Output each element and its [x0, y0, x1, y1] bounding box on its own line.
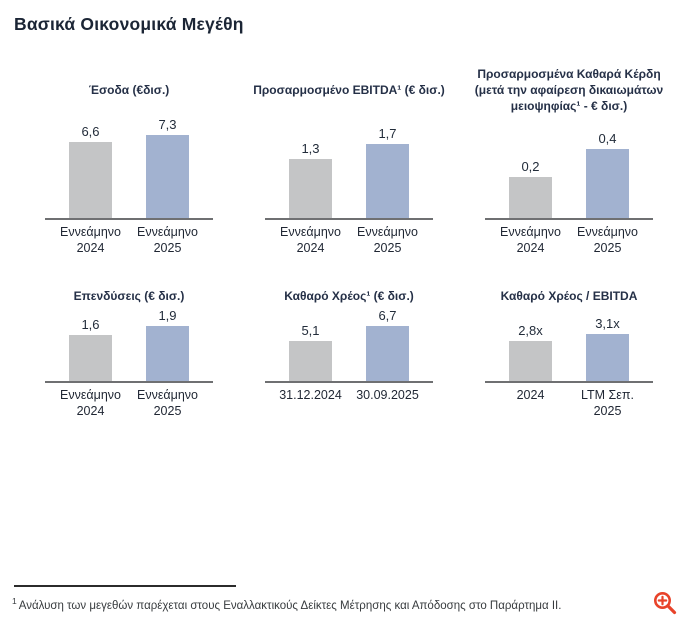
category-label: 2024	[516, 388, 545, 402]
category-label: Εννεάμηνο 2024	[500, 225, 561, 255]
bar-group-2025: 1,7	[349, 126, 426, 218]
bar-2025	[146, 326, 189, 381]
category-label: Εννεάμηνο 2024	[60, 388, 121, 418]
bar-2025	[586, 149, 629, 218]
bar-2024	[69, 142, 112, 218]
category-labels: Εννεάμηνο 2024 Εννεάμηνο 2025	[52, 224, 206, 256]
page-title: Βασικά Οικονομικά Μεγέθη	[14, 14, 244, 34]
value-label: 0,4	[598, 131, 617, 146]
plot-area: 1,3 1,7	[272, 116, 426, 218]
chart-title: Έσοδα (€δισ.)	[88, 83, 170, 97]
chart-net-debt-ebitda: Καθαρό Χρέος / EBITDA 2,8x 3,1x 2024 LTM…	[459, 284, 679, 419]
axis-line	[485, 218, 653, 220]
value-label: 0,2	[521, 159, 540, 174]
value-label: 1,3	[301, 141, 320, 156]
value-label: 1,7	[378, 126, 397, 141]
chart-title: Καθαρό Χρέος / EBITDA	[500, 289, 638, 303]
chart-title: Προσαρμοσμένα Καθαρά Κέρδη (μετά την αφα…	[474, 67, 664, 113]
axis-line	[45, 218, 213, 220]
footnote-rule	[14, 585, 236, 588]
category-labels: 31.12.2024 30.09.2025	[272, 387, 426, 403]
value-label: 1,9	[158, 308, 177, 323]
category-label: Εννεάμηνο 2024	[60, 225, 121, 255]
axis-line	[265, 381, 433, 383]
plot-area: 0,2 0,4	[492, 116, 646, 218]
category-label: Εννεάμηνο 2025	[577, 225, 638, 255]
chart-title: Προσαρμοσμένο EBITDA¹ (€ δισ.)	[253, 83, 445, 97]
axis-line	[45, 381, 213, 383]
category-labels: Εννεάμηνο 2024 Εννεάμηνο 2025	[492, 224, 646, 256]
category-label: Εννεάμηνο 2025	[137, 388, 198, 418]
category-label: LTM Σεπ. 2025	[581, 388, 634, 418]
plot-area: 1,6 1,9	[52, 308, 206, 381]
bar-2025	[366, 144, 409, 218]
chart-title: Καθαρό Χρέος¹ (€ δισ.)	[284, 289, 414, 303]
value-label: 1,6	[81, 317, 100, 332]
plot-area: 2,8x 3,1x	[492, 308, 646, 381]
bar-group-2024: 1,6	[52, 317, 129, 381]
category-label: 30.09.2025	[356, 388, 419, 402]
bar-group-2024: 2,8x	[492, 323, 569, 381]
bar-group-2025: 0,4	[569, 131, 646, 218]
value-label: 6,7	[378, 308, 397, 323]
chart-capex: Επενδύσεις (€ δισ.) 1,6 1,9 Εννεάμηνο 20…	[19, 284, 239, 419]
footnote-block: 1 Ανάλυση των μεγεθών παρέχεται στους Ενα…	[12, 585, 646, 614]
value-label: 3,1x	[595, 316, 620, 331]
bar-2024	[69, 335, 112, 381]
bar-2025	[146, 135, 189, 218]
axis-line	[485, 381, 653, 383]
bar-2025	[366, 326, 409, 381]
chart-ebitda: Προσαρμοσμένο EBITDA¹ (€ δισ.) 1,3 1,7 Ε…	[239, 64, 459, 256]
bar-2024	[509, 177, 552, 218]
category-label: Εννεάμηνο 2024	[280, 225, 341, 255]
bar-group-2024: 6,6	[52, 124, 129, 218]
footnote-marker: 1	[12, 596, 17, 607]
bar-2024	[509, 341, 552, 381]
axis-line	[265, 218, 433, 220]
bar-group-2025: 6,7	[349, 308, 426, 381]
bar-group-2024: 5,1	[272, 323, 349, 381]
bar-group-2025: 3,1x	[569, 316, 646, 381]
bar-group-2025: 1,9	[129, 308, 206, 381]
value-label: 7,3	[158, 117, 177, 132]
category-label: Εννεάμηνο 2025	[137, 225, 198, 255]
bar-2025	[586, 334, 629, 381]
footnote: 1 Ανάλυση των μεγεθών παρέχεται στους Ενα…	[12, 594, 646, 614]
category-label: Εννεάμηνο 2025	[357, 225, 418, 255]
value-label: 5,1	[301, 323, 320, 338]
category-labels: Εννεάμηνο 2024 Εννεάμηνο 2025	[272, 224, 426, 256]
plot-area: 6,6 7,3	[52, 116, 206, 218]
category-label: 31.12.2024	[279, 388, 342, 402]
bar-2024	[289, 341, 332, 381]
bar-group-2025: 7,3	[129, 117, 206, 218]
bar-2024	[289, 159, 332, 218]
category-labels: Εννεάμηνο 2024 Εννεάμηνο 2025	[52, 387, 206, 419]
plot-area: 5,1 6,7	[272, 308, 426, 381]
bar-group-2024: 0,2	[492, 159, 569, 218]
category-labels: 2024 LTM Σεπ. 2025	[492, 387, 646, 419]
value-label: 6,6	[81, 124, 100, 139]
chart-net-debt: Καθαρό Χρέος¹ (€ δισ.) 5,1 6,7 31.12.202…	[239, 284, 459, 419]
chart-title: Επενδύσεις (€ δισ.)	[73, 289, 185, 303]
bar-group-2024: 1,3	[272, 141, 349, 218]
value-label: 2,8x	[518, 323, 543, 338]
chart-revenue: Έσοδα (€δισ.) 6,6 7,3 Εννεάμηνο 2024 Ενν…	[19, 64, 239, 256]
magnifier-plus-icon[interactable]	[652, 590, 678, 616]
footnote-text: Ανάλυση των μεγεθών παρέχεται στους Εναλ…	[18, 600, 562, 612]
charts-grid: Έσοδα (€δισ.) 6,6 7,3 Εννεάμηνο 2024 Ενν…	[19, 64, 680, 419]
chart-net-profit: Προσαρμοσμένα Καθαρά Κέρδη (μετά την αφα…	[459, 64, 679, 256]
